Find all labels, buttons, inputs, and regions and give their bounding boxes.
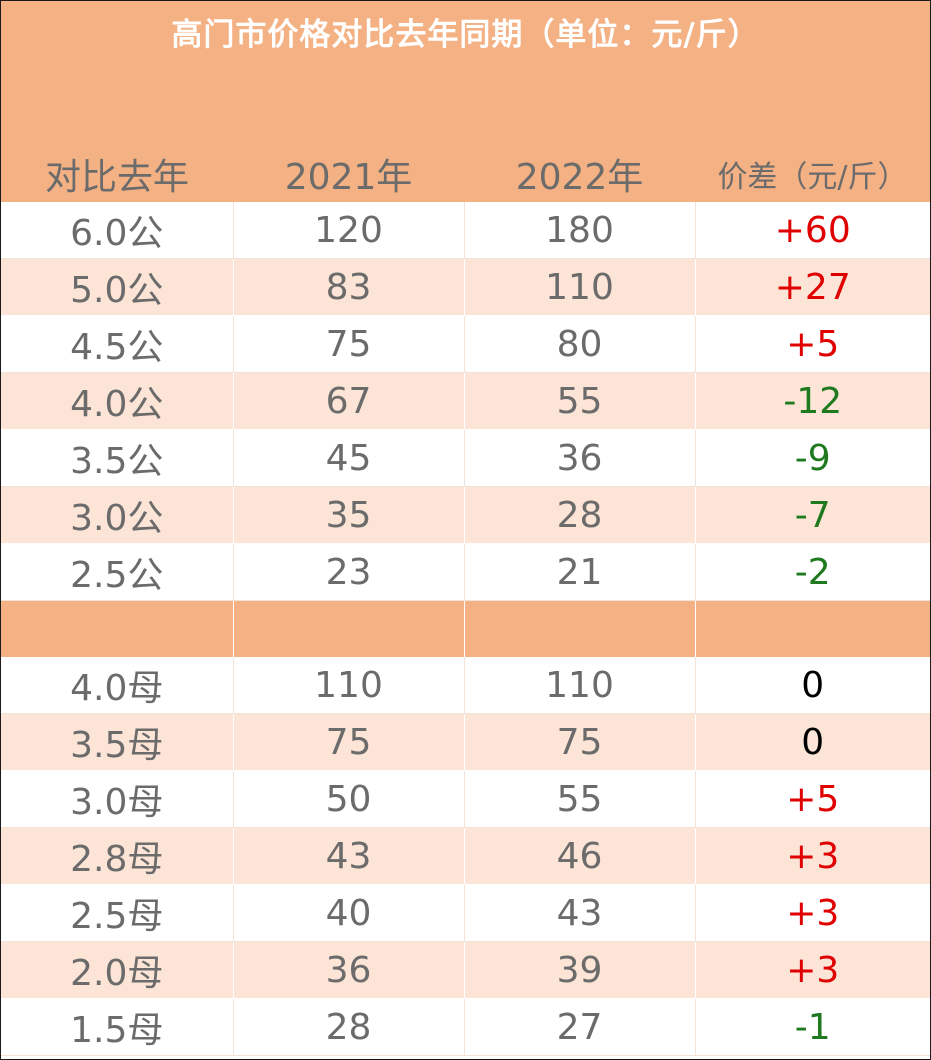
cell-price-2021: 110 [232, 657, 464, 714]
cell-price-diff: +3 [694, 941, 930, 999]
table-row: 3.5母 75 75 0 [1, 713, 930, 771]
title-band: 高门市价格对比去年同期（单位：元/斤） [1, 1, 930, 145]
cell-price-2022: 55 [463, 372, 695, 430]
cell-price-2022: 46 [463, 827, 695, 885]
table-row: 5.0公 83 110 +27 [1, 258, 930, 316]
cell-price-diff: -7 [694, 486, 930, 544]
cell-price-diff: +3 [694, 884, 930, 942]
cell-price-2021: 36 [232, 941, 464, 999]
cell-price-2021: 40 [232, 884, 464, 942]
cell-price-diff: +60 [694, 202, 930, 259]
table-row: 4.0公 67 55 -12 [1, 372, 930, 430]
cell-price-2021: 75 [232, 315, 464, 373]
cell-spec: 1.5母 [1, 998, 233, 1056]
page-title: 高门市价格对比去年同期（单位：元/斤） [171, 17, 760, 53]
cell-price-diff: -2 [694, 543, 930, 601]
cell-price-2021: 67 [232, 372, 464, 430]
column-header-diff: 价差（元/斤） [695, 145, 930, 202]
cell-spec: 4.0母 [1, 657, 233, 714]
column-header-compare: 对比去年 [1, 145, 233, 202]
table-row: 4.5公 75 80 +5 [1, 315, 930, 373]
cell-price-2022: 180 [463, 202, 695, 259]
cell-price-2022: 43 [463, 884, 695, 942]
cell-spec: 3.0母 [1, 770, 233, 828]
cell-spec: 3.5公 [1, 429, 233, 487]
cell-price-diff: -9 [694, 429, 930, 487]
table-row: 2.5公 23 21 -2 [1, 543, 930, 601]
table-row: 2.8母 43 46 +3 [1, 827, 930, 885]
column-header-2021: 2021年 [233, 145, 464, 202]
cell-price-diff: +5 [694, 770, 930, 828]
group-separator-row [1, 600, 930, 657]
cell-spec: 2.5公 [1, 543, 233, 601]
cell-price-2022: 21 [463, 543, 695, 601]
cell-price-2021: 45 [232, 429, 464, 487]
cell-spec: 3.5母 [1, 713, 233, 771]
cell-price-2022: 80 [463, 315, 695, 373]
table-header-row: 对比去年 2021年 2022年 价差（元/斤） [1, 145, 930, 202]
table-row: 2.5母 40 43 +3 [1, 884, 930, 942]
cell-spec: 2.5母 [1, 884, 233, 942]
separator-cell [232, 600, 464, 657]
cell-price-2021: 50 [232, 770, 464, 828]
cell-price-2022: 27 [463, 998, 695, 1056]
cell-spec: 5.0公 [1, 258, 233, 316]
table-row: 1.5母 28 27 -1 [1, 998, 930, 1056]
cell-price-2021: 23 [232, 543, 464, 601]
cell-price-2021: 43 [232, 827, 464, 885]
separator-cell [694, 600, 930, 657]
cell-price-2022: 75 [463, 713, 695, 771]
cell-spec: 2.0母 [1, 941, 233, 999]
cell-price-2022: 39 [463, 941, 695, 999]
cell-price-diff: -1 [694, 998, 930, 1056]
cell-price-2021: 75 [232, 713, 464, 771]
cell-price-diff: -12 [694, 372, 930, 430]
table-row: 3.0公 35 28 -7 [1, 486, 930, 544]
cell-price-2022: 36 [463, 429, 695, 487]
cell-price-diff: +3 [694, 827, 930, 885]
cell-price-2021: 28 [232, 998, 464, 1056]
cell-spec: 6.0公 [1, 202, 233, 259]
cell-spec: 4.0公 [1, 372, 233, 430]
table-row: 3.0母 50 55 +5 [1, 770, 930, 828]
cell-spec: 2.8母 [1, 827, 233, 885]
cell-price-2021: 120 [232, 202, 464, 259]
table-row: 2.0母 36 39 +3 [1, 941, 930, 999]
cell-price-diff: 0 [694, 657, 930, 714]
table-row: 6.0公 120 180 +60 [1, 202, 930, 259]
column-header-2022: 2022年 [464, 145, 695, 202]
cell-price-diff: +5 [694, 315, 930, 373]
cell-spec: 4.5公 [1, 315, 233, 373]
cell-price-2022: 28 [463, 486, 695, 544]
cell-price-2021: 35 [232, 486, 464, 544]
separator-cell [463, 600, 695, 657]
cell-price-2022: 110 [463, 258, 695, 316]
cell-price-2022: 110 [463, 657, 695, 714]
separator-cell [1, 600, 233, 657]
table-row: 3.5公 45 36 -9 [1, 429, 930, 487]
cell-price-diff: 0 [694, 713, 930, 771]
cell-spec: 3.0公 [1, 486, 233, 544]
cell-price-diff: +27 [694, 258, 930, 316]
table-body: 6.0公 120 180 +60 5.0公 83 110 +27 4.5公 75 80 +5 4.0公 6… [1, 202, 930, 1056]
cell-price-2021: 83 [232, 258, 464, 316]
cell-price-2022: 55 [463, 770, 695, 828]
price-table: 对比去年 2021年 2022年 价差（元/斤） 6.0公 120 180 +60 5.… [1, 145, 930, 1056]
